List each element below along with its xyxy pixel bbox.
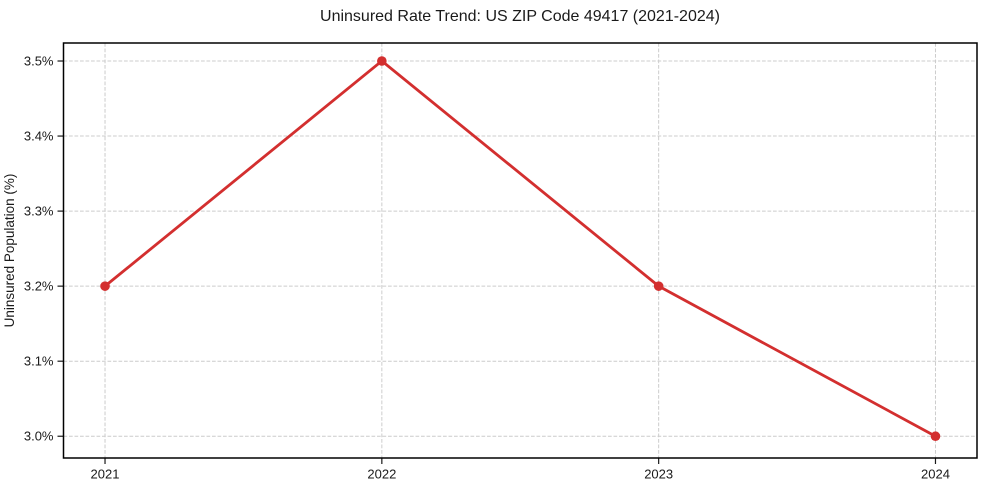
y-tick-label: 3.4% (24, 129, 54, 144)
plot-border (62, 42, 978, 459)
y-tick-label: 3.3% (24, 204, 54, 219)
chart-title: Uninsured Rate Trend: US ZIP Code 49417 … (320, 8, 720, 25)
gridlines (63, 43, 977, 458)
y-tick-label: 3.1% (24, 354, 54, 369)
line-series (100, 56, 941, 442)
trend-line (103, 59, 937, 438)
data-point-2024 (930, 431, 941, 442)
x-tick-label: 2023 (644, 467, 673, 482)
data-point-2021 (100, 281, 110, 291)
data-point-2022 (377, 56, 387, 66)
x-tick-label: 2022 (367, 467, 396, 482)
y-axis-label: Uninsured Population (%) (2, 174, 17, 328)
axis-ticks (57, 60, 937, 464)
tick-labels: 2021 2022 2023 2024 3.0% 3.1% 3.2% 3.3% 3.4% 3.5% (24, 54, 950, 482)
y-tick-label: 3.5% (24, 54, 54, 69)
y-tick-label: 3.0% (24, 429, 54, 444)
x-tick-label: 2024 (921, 467, 950, 482)
x-tick-label: 2021 (91, 467, 120, 482)
data-point-2023 (653, 281, 664, 291)
y-tick-label: 3.2% (24, 279, 54, 294)
